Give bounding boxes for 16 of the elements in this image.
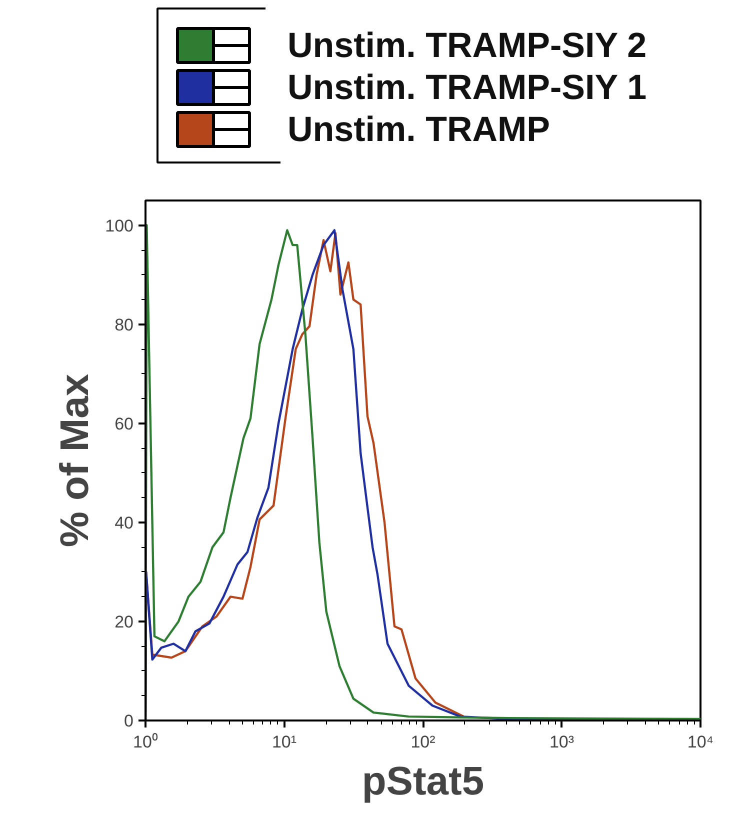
y-tick-label: 60: [114, 414, 134, 434]
x-tick-label: 10³: [549, 732, 574, 752]
x-tick-label: 10⁰: [133, 732, 158, 752]
y-axis-title: % of Max: [53, 374, 98, 548]
x-tick-label: 10¹: [272, 732, 297, 752]
x-axis-title: pStat5: [362, 760, 484, 804]
x-tick-label: 10²: [410, 732, 436, 752]
x-tick-label: 10⁴: [687, 732, 714, 752]
y-tick-label: 100: [105, 216, 134, 236]
legend-label: Unstim. TRAMP-SIY 1: [288, 68, 647, 107]
y-tick-label: 40: [114, 513, 134, 532]
y-tick-label: 0: [124, 712, 134, 730]
y-tick-label: 20: [114, 612, 134, 632]
y-tick-label: 80: [114, 315, 134, 334]
legend-label: Unstim. TRAMP: [288, 110, 550, 149]
legend-label: Unstim. TRAMP-SIY 2: [288, 26, 647, 65]
